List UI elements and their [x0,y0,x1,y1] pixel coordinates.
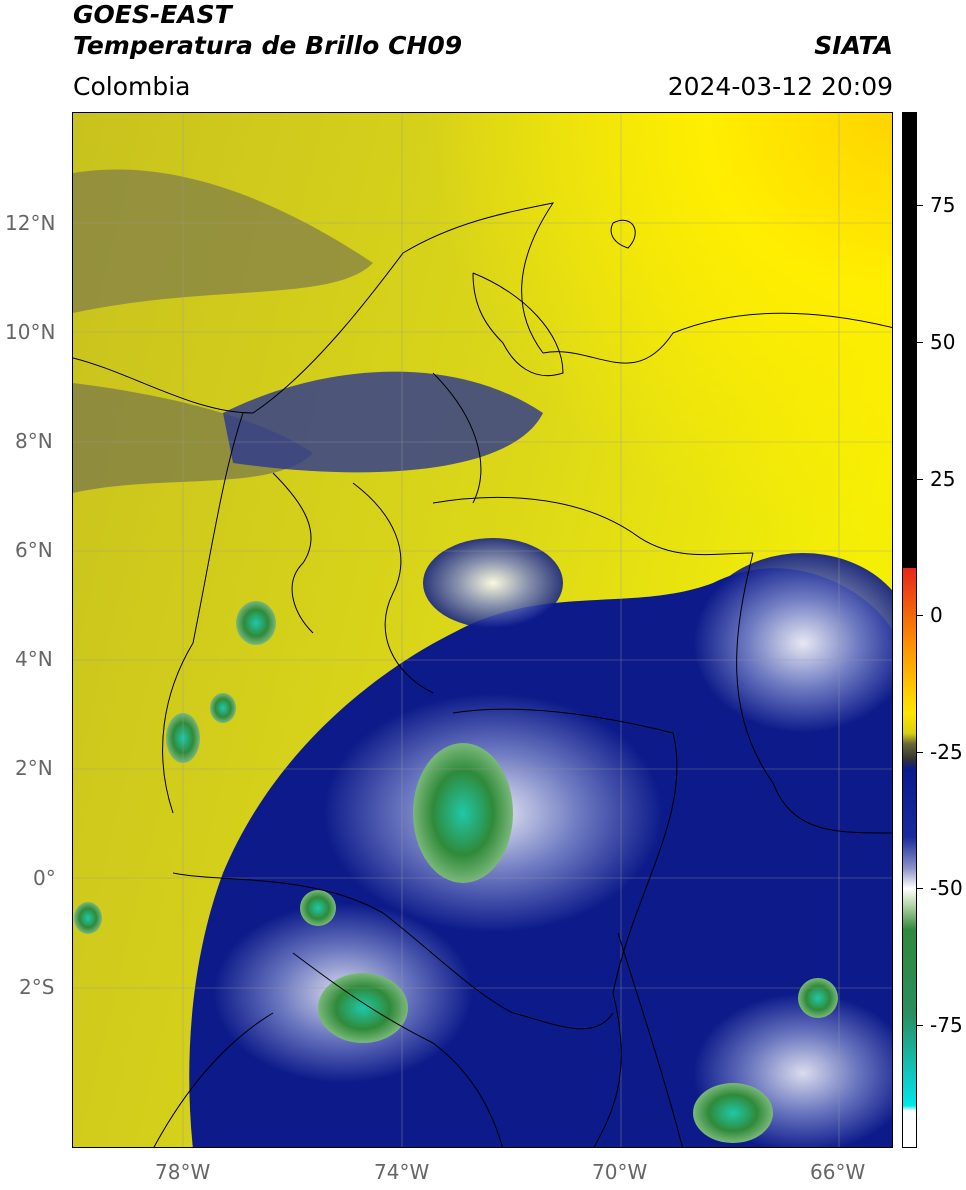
colorbar-tick-minus25 [917,752,923,753]
colorbar-label-minus75: -75 [930,1013,963,1037]
colorbar-tick-25 [917,479,923,480]
colorbar-label-50: 50 [930,330,956,354]
satellite-image [73,113,892,1147]
colorbar-label-75: 75 [930,193,956,217]
colorbar-tick-0 [917,615,923,616]
colorbar [902,112,917,1148]
colorbar-label-minus50: -50 [930,876,963,900]
colorbar-tick-minus50 [917,888,923,889]
lon-label-78w: 78°W [155,1160,211,1184]
lat-label-2s: 2°S [19,975,55,999]
colorbar-label-0: 0 [930,603,943,627]
lat-label-12n: 12°N [5,211,56,235]
colorbar-tick-50 [917,342,923,343]
source-label: SIATA [814,31,893,60]
brightness-temperature-map [72,112,893,1148]
lat-label-4n: 4°N [15,647,53,671]
title-line-1: GOES-EAST [73,0,232,29]
lat-label-8n: 8°N [15,429,53,453]
region-label: Colombia [73,72,191,101]
lon-label-70w: 70°W [592,1160,648,1184]
colorbar-tick-minus75 [917,1025,923,1026]
lat-label-6n: 6°N [15,538,53,562]
datetime-label: 2024-03-12 20:09 [667,72,893,101]
colorbar-label-minus25: -25 [930,740,963,764]
lat-label-10n: 10°N [5,320,56,344]
lat-label-0: 0° [33,866,56,890]
lat-label-2n: 2°N [15,756,53,780]
colorbar-tick-75 [917,205,923,206]
lon-label-74w: 74°W [374,1160,430,1184]
colorbar-label-25: 25 [930,467,956,491]
lon-label-66w: 66°W [810,1160,866,1184]
title-line-2: Temperatura de Brillo CH09 [73,31,463,60]
